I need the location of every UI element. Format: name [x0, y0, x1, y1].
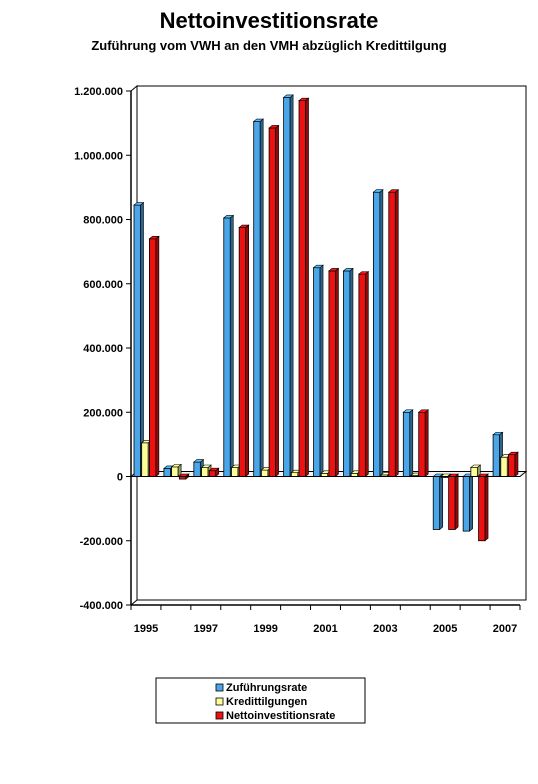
bar-Zuführungsrate-1998 — [222, 214, 235, 478]
bar-Nettoinvestitionsrate-2004 — [417, 409, 430, 478]
y-tick-label: -400.000 — [80, 600, 123, 612]
bar-Zuführungsrate-2001 — [312, 264, 324, 478]
legend-label: Kredittilgungen — [226, 696, 308, 708]
bar-Nettoinvestitionsrate-2007 — [507, 451, 519, 478]
legend-box — [155, 677, 366, 724]
x-tick-label: 2005 — [433, 623, 457, 635]
bar-Nettoinvestitionsrate-2003 — [387, 189, 400, 478]
y-tick-label: 1.200.000 — [74, 86, 123, 98]
legend: Zuführungsrate Kredittilgungen Nettoinvest… — [155, 677, 366, 724]
bar-Nettoinvestitionsrate-1997 — [208, 467, 220, 478]
bars — [133, 94, 519, 542]
bar-Nettoinvestitionsrate-1998 — [238, 224, 250, 478]
bar-Nettoinvestitionsrate-1999 — [268, 124, 280, 478]
y-tick-label: 1.000.000 — [74, 150, 123, 162]
bar-Zuführungsrate-2006 — [462, 473, 474, 532]
bar-Zuführungsrate-2004 — [402, 409, 414, 478]
chart-subtitle: Zuführung vom VWH an den VMH abzüglich K… — [91, 38, 447, 53]
bar-Zuführungsrate-1999 — [252, 118, 265, 478]
legend-label: Nettoinvestitionsrate — [226, 710, 335, 722]
legend-swatch — [215, 683, 224, 692]
x-tick-label: 1997 — [194, 623, 218, 635]
legend-swatch — [215, 697, 224, 706]
y-tick-label: -200.000 — [80, 536, 123, 548]
chart-title: Nettoinvestitionsrate — [159, 8, 379, 33]
bar-Kredittilgungen-1996 — [170, 463, 182, 478]
bar-Nettoinvestitionsrate-2006 — [477, 473, 489, 542]
y-tick-label: 200.000 — [83, 407, 123, 419]
bar-Zuführungsrate-1995 — [133, 201, 145, 478]
bar-Nettoinvestitionsrate-2001 — [328, 267, 340, 478]
bar-Kredittilgungen-2006 — [470, 464, 482, 478]
bar-Nettoinvestitionsrate-1995 — [148, 235, 160, 478]
x-tick-label: 2007 — [493, 623, 517, 635]
bar-Zuführungsrate-2005 — [432, 473, 444, 531]
bar-Zuführungsrate-2003 — [372, 189, 384, 478]
x-tick-label: 2001 — [313, 623, 337, 635]
y-tick-label: 600.000 — [83, 279, 123, 291]
x-tick-label: 1999 — [253, 623, 277, 635]
x-tick-label: 2003 — [373, 623, 397, 635]
legend-label: Zuführungsrate — [226, 682, 307, 694]
y-tick-label: 800.000 — [83, 215, 123, 227]
bar-Nettoinvestitionsrate-2002 — [358, 270, 370, 478]
bar-Nettoinvestitionsrate-2000 — [298, 97, 310, 478]
y-tick-label: 0 — [117, 472, 123, 484]
legend-swatch — [215, 711, 224, 720]
bar-Zuführungsrate-2000 — [282, 94, 294, 478]
bar-Nettoinvestitionsrate-2005 — [447, 473, 459, 531]
bar-Zuführungsrate-2002 — [342, 267, 354, 478]
y-tick-label: 400.000 — [83, 343, 123, 355]
axes: -400.000 -200.000 0 200.000 400.000 600.000 80… — [74, 86, 521, 635]
x-tick-label: 1995 — [134, 623, 158, 635]
